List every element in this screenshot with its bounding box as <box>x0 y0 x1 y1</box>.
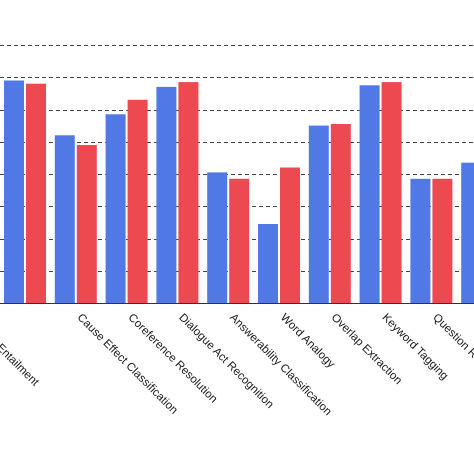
bar-red-8 <box>432 178 453 303</box>
x-tick-label-1: Cause Effect Classification <box>75 312 180 417</box>
x-tick-label-2: Coreference Resolution <box>125 312 219 406</box>
bar-red-1 <box>76 145 97 303</box>
x-tick-label-0: l Entailment <box>0 338 41 390</box>
bar-red-3 <box>178 82 199 303</box>
bar-blue-0 <box>4 80 24 303</box>
bar-blue-6 <box>308 125 329 303</box>
bar-red-2 <box>127 99 148 303</box>
bar-blue-4 <box>207 172 228 303</box>
bar-blue-1 <box>54 135 75 303</box>
bar-red-0 <box>26 83 46 303</box>
x-tick-labels: l Entailment Cause Effect ClassificationC… <box>0 312 474 419</box>
bar-red-6 <box>330 124 351 303</box>
bar-red-5 <box>280 167 300 303</box>
bar-blue-9 <box>461 162 474 303</box>
bar-blue-5 <box>258 224 278 303</box>
bar-blue-7 <box>359 85 380 303</box>
bar-blue-8 <box>410 178 431 303</box>
bar-blue-3 <box>156 86 177 304</box>
bar-blue-2 <box>105 114 126 303</box>
bars <box>4 80 474 304</box>
x-tick-label-4: Answerability Classification <box>227 312 334 419</box>
x-tick-label-3: Dialogue Act Recognition <box>176 312 275 411</box>
bar-red-7 <box>381 82 402 303</box>
bar-red-4 <box>229 178 250 303</box>
